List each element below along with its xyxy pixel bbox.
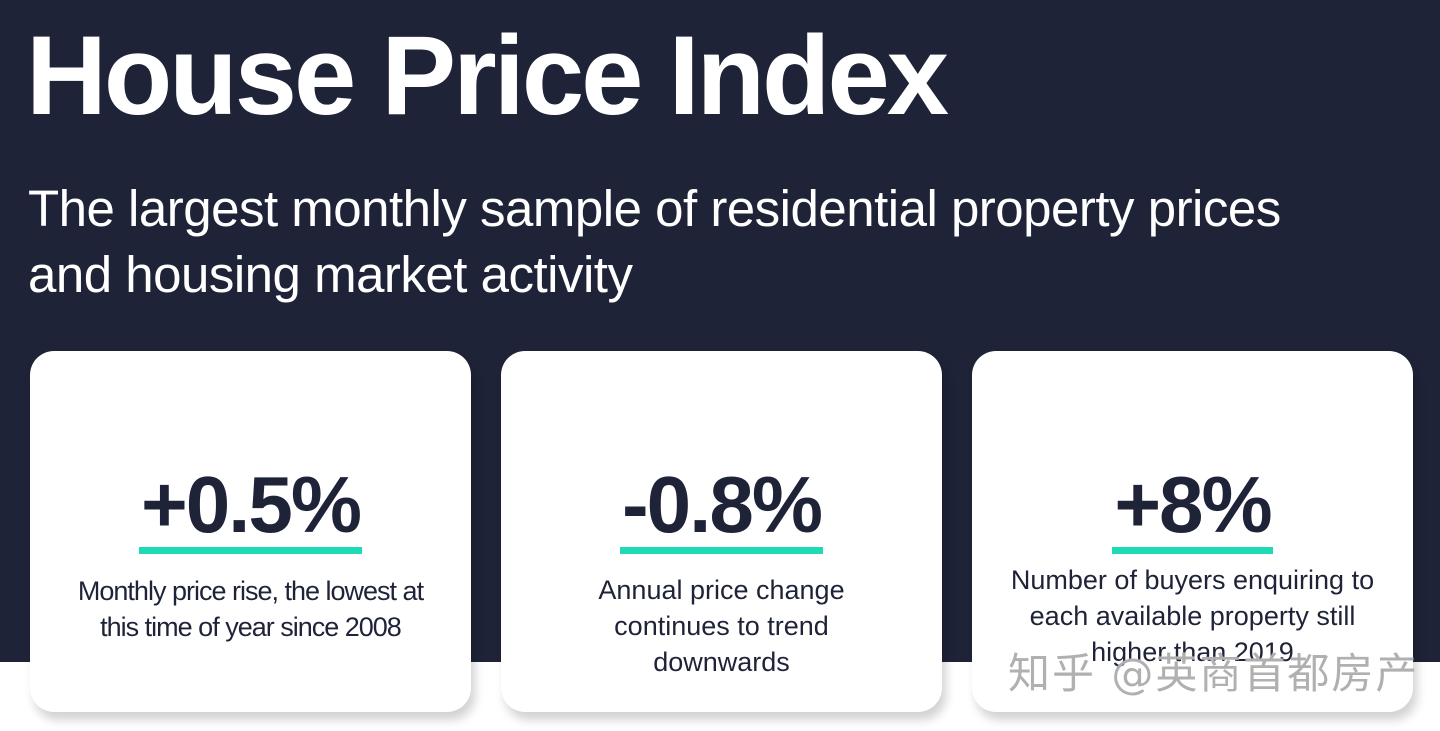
watermark: 知乎 @英商首都房产 [1008, 649, 1420, 698]
stat-value: +0.5% [138, 463, 362, 554]
stat-card-buyer-demand: +8% Number of buyers enquiring to each a… [972, 351, 1413, 712]
page-subtitle: The largest monthly sample of residentia… [28, 180, 1281, 303]
page-title: House Price Index [26, 13, 949, 138]
stat-description: Number of buyers enquiring to each avail… [1010, 565, 1375, 667]
stat-value-wrapper: -0.8% [501, 463, 942, 554]
stat-card-monthly-change: +0.5% Monthly price rise, the lowest at … [30, 351, 471, 712]
stat-card-annual-change: -0.8% Annual price change continues to t… [501, 351, 942, 712]
stat-value: -0.8% [620, 463, 823, 554]
stat-description: Monthly price rise, the lowest at this t… [77, 576, 424, 642]
stat-description: Annual price change continues to trend d… [598, 575, 845, 677]
stat-value-wrapper: +0.5% [30, 463, 471, 554]
stat-value: +8% [1112, 463, 1273, 554]
stat-cards: +0.5% Monthly price rise, the lowest at … [30, 351, 1414, 712]
stat-value-wrapper: +8% [972, 463, 1413, 554]
